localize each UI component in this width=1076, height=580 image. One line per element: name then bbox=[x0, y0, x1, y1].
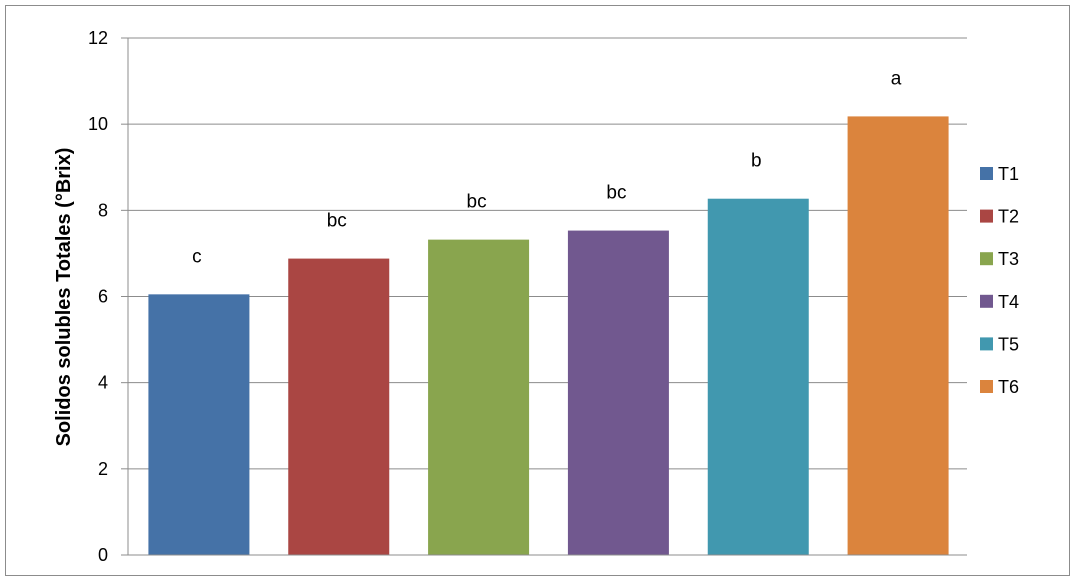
legend-label-t2: T2 bbox=[998, 207, 1019, 227]
bar-t5 bbox=[707, 198, 809, 555]
legend-swatch-t2 bbox=[980, 209, 993, 223]
bar-t4 bbox=[567, 230, 669, 555]
significance-label-t3: bc bbox=[467, 192, 487, 213]
y-tick-label: 6 bbox=[98, 287, 108, 307]
y-tick-label: 0 bbox=[98, 545, 108, 565]
legend-label-t5: T5 bbox=[998, 334, 1019, 354]
y-tick-label: 8 bbox=[98, 200, 108, 220]
bar-t3 bbox=[428, 239, 530, 555]
bar-t2 bbox=[288, 258, 390, 555]
legend-swatch-t1 bbox=[980, 167, 993, 180]
significance-label-t4: bc bbox=[606, 183, 626, 204]
y-axis-ticks: 0 2 4 6 8 10 12 bbox=[88, 28, 128, 565]
significance-label-t6: a bbox=[891, 68, 902, 89]
bar-t1 bbox=[148, 294, 250, 555]
y-tick-label: 2 bbox=[98, 459, 108, 479]
legend-label-t6: T6 bbox=[998, 377, 1019, 397]
significance-label-t5: b bbox=[751, 151, 762, 172]
significance-label-t2: bc bbox=[327, 211, 347, 232]
legend-swatch-t4 bbox=[980, 294, 993, 308]
legend-swatch-t6 bbox=[980, 380, 993, 393]
legend-swatch-t3 bbox=[980, 252, 993, 266]
y-tick-label: 4 bbox=[98, 373, 108, 393]
legend-label-t3: T3 bbox=[998, 249, 1019, 269]
y-tick-label: 10 bbox=[88, 114, 108, 134]
significance-labels: c bc bc bc b a bbox=[192, 68, 902, 267]
y-tick-label: 12 bbox=[88, 28, 108, 48]
gridlines bbox=[128, 37, 967, 470]
legend-swatch-t5 bbox=[980, 337, 993, 351]
legend-label-t4: T4 bbox=[998, 292, 1019, 312]
bars bbox=[148, 116, 949, 555]
axes bbox=[127, 38, 967, 556]
y-axis-label: Solidos solubles Totales (°Brix) bbox=[53, 148, 75, 447]
bar-t6 bbox=[847, 116, 949, 555]
legend-label-t1: T1 bbox=[998, 164, 1019, 184]
legend: T1 T2 T3 T4 T5 T6 bbox=[980, 164, 1019, 397]
significance-label-t1: c bbox=[192, 246, 202, 267]
